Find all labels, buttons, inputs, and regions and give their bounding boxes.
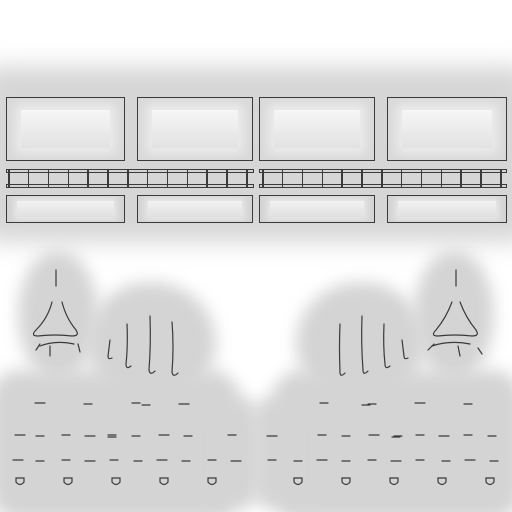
rail-left-top — [6, 169, 254, 173]
rail-post — [166, 170, 169, 187]
rail-post — [107, 170, 109, 187]
drop-mark — [207, 477, 217, 486]
rail-post — [262, 170, 264, 187]
tick-marks — [12, 402, 499, 462]
rail-post — [301, 170, 304, 187]
drop-mark — [437, 477, 447, 486]
rail-post — [27, 170, 30, 187]
drop-mark — [485, 477, 495, 486]
rail-post — [381, 170, 383, 187]
left-finger-sketches — [107, 315, 179, 376]
right-tip-glow — [414, 250, 494, 380]
drop-marks — [15, 477, 495, 486]
bottom-strip-2 — [137, 195, 253, 223]
rail-post — [341, 170, 343, 187]
rail-post — [500, 170, 502, 187]
rail-post — [226, 170, 228, 187]
bottom-strip-4 — [387, 195, 507, 223]
rail-post — [87, 170, 89, 187]
rail-post — [420, 170, 423, 187]
rail-post — [361, 170, 363, 187]
rail-post — [440, 170, 442, 187]
rail-right-bottom — [259, 184, 507, 188]
top-panel-1 — [6, 97, 125, 161]
rail-post — [146, 170, 149, 187]
drop-mark — [389, 477, 399, 486]
rail-post — [127, 170, 129, 187]
drop-mark — [111, 477, 121, 486]
center-right-glow — [252, 398, 312, 508]
rail-post — [186, 170, 188, 187]
bottom-strip-1 — [6, 195, 125, 223]
right-claw-sketch — [427, 269, 483, 357]
rail-post — [460, 170, 462, 187]
rail-post — [8, 170, 10, 187]
drop-mark — [63, 477, 73, 486]
rail-post — [400, 170, 403, 187]
bottom-strip-3 — [259, 195, 375, 223]
rail-post — [47, 170, 50, 187]
rail-left-bottom — [6, 184, 254, 188]
right-base-glow — [272, 370, 512, 512]
rail-post — [206, 170, 208, 187]
rail-post — [67, 170, 69, 187]
top-panel-4 — [387, 97, 507, 161]
left-tip-glow — [18, 250, 98, 380]
top-panel-2 — [137, 97, 253, 161]
left-claw-sketch — [32, 269, 81, 357]
rail-post — [281, 170, 284, 187]
rail-post — [246, 170, 248, 187]
drop-mark — [341, 477, 351, 486]
right-finger-sketches — [338, 315, 409, 376]
rail-post — [321, 170, 323, 187]
center-left-glow — [200, 398, 260, 508]
drop-mark — [159, 477, 169, 486]
rail-right-top — [259, 169, 507, 173]
rail-post — [480, 170, 482, 187]
drop-mark — [15, 477, 25, 486]
drop-mark — [293, 477, 303, 486]
top-panel-3 — [259, 97, 375, 161]
